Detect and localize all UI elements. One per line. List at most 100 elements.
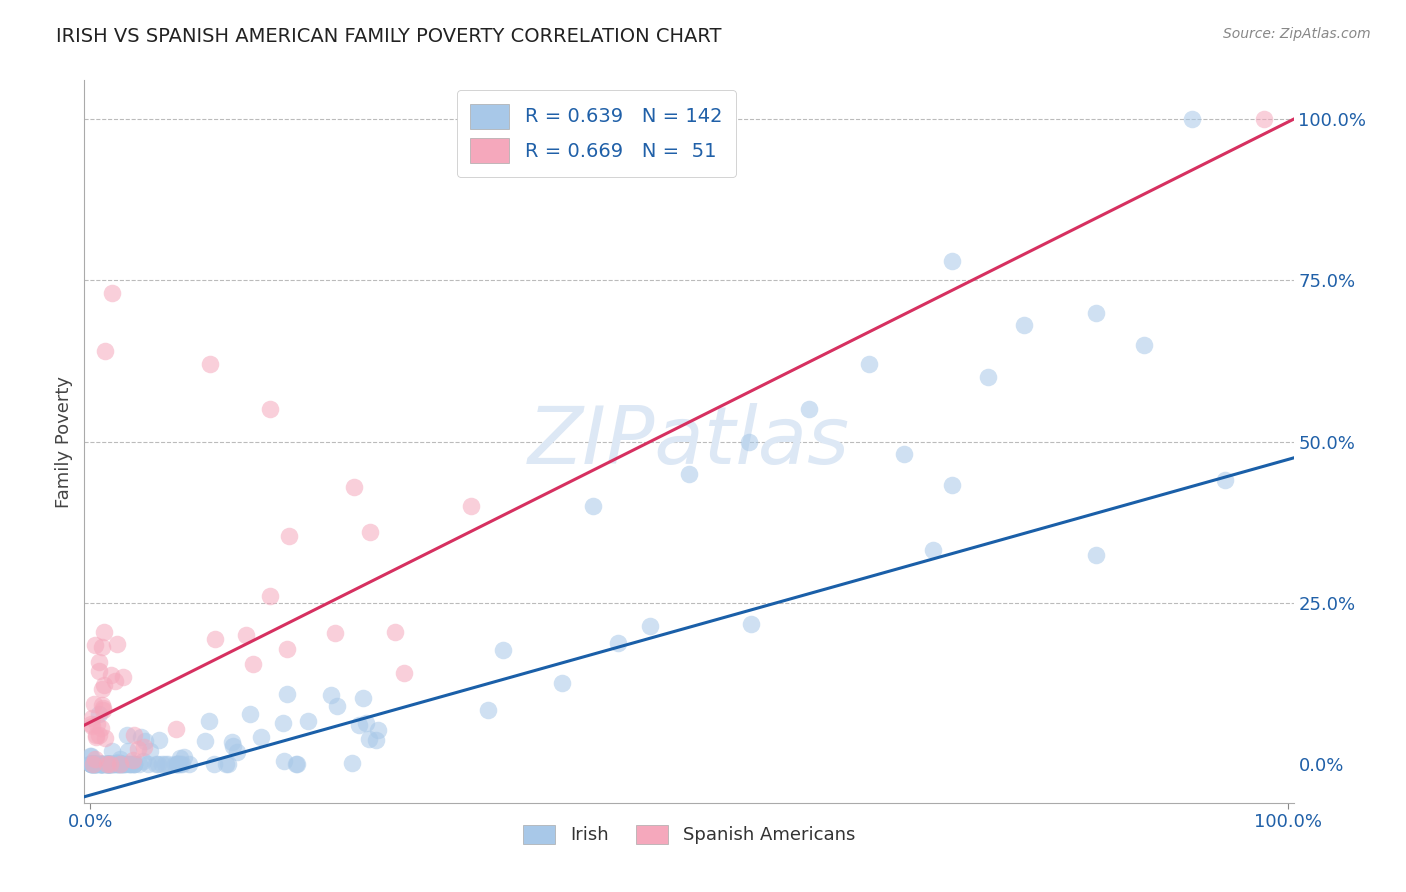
Point	[222, 739, 245, 753]
Point	[111, 670, 134, 684]
Point	[80, 711, 103, 725]
Point	[101, 757, 124, 772]
Point	[155, 757, 177, 772]
Point	[107, 756, 129, 770]
Point	[235, 628, 257, 642]
Point	[79, 748, 101, 763]
Point	[136, 757, 159, 772]
Point	[1213, 473, 1236, 487]
Point	[83, 638, 105, 652]
Point	[96, 757, 118, 772]
Point	[797, 402, 820, 417]
Point	[122, 757, 145, 772]
Point	[148, 733, 170, 747]
Point	[173, 750, 195, 764]
Point	[110, 757, 132, 772]
Point	[128, 757, 150, 772]
Point	[384, 625, 406, 640]
Point	[98, 757, 121, 772]
Point	[134, 733, 156, 747]
Point	[107, 757, 129, 772]
Point	[84, 757, 107, 772]
Point	[103, 757, 125, 772]
Point	[204, 632, 226, 647]
Point	[83, 757, 105, 772]
Point	[122, 753, 145, 767]
Point	[110, 757, 132, 772]
Point	[90, 757, 112, 772]
Point	[120, 757, 142, 772]
Point	[340, 756, 363, 770]
Point	[82, 757, 104, 772]
Point	[259, 402, 281, 417]
Point	[80, 757, 103, 772]
Point	[80, 756, 103, 770]
Point	[80, 757, 103, 772]
Point	[858, 357, 880, 371]
Y-axis label: Family Poverty: Family Poverty	[55, 376, 73, 508]
Point	[98, 757, 121, 772]
Point	[87, 757, 110, 772]
Point	[941, 478, 963, 492]
Point	[89, 757, 111, 772]
Point	[941, 253, 963, 268]
Point	[352, 691, 374, 706]
Point	[893, 447, 915, 461]
Point	[97, 757, 120, 772]
Point	[105, 637, 128, 651]
Point	[122, 757, 145, 772]
Point	[90, 757, 112, 772]
Point	[166, 757, 188, 772]
Point	[977, 370, 1000, 384]
Point	[740, 616, 762, 631]
Point	[84, 728, 107, 742]
Point	[89, 706, 111, 721]
Point	[122, 728, 145, 742]
Point	[359, 524, 381, 539]
Point	[221, 735, 243, 749]
Point	[101, 757, 124, 772]
Point	[198, 357, 221, 371]
Point	[921, 543, 943, 558]
Point	[83, 697, 105, 711]
Point	[678, 467, 700, 481]
Point	[96, 757, 118, 772]
Point	[115, 728, 138, 742]
Point	[104, 674, 127, 689]
Point	[271, 716, 294, 731]
Point	[97, 757, 120, 772]
Point	[134, 740, 156, 755]
Point	[87, 664, 110, 678]
Point	[202, 757, 225, 772]
Legend: Irish, Spanish Americans: Irish, Spanish Americans	[516, 818, 862, 852]
Point	[94, 757, 117, 772]
Point	[84, 751, 107, 765]
Point	[170, 757, 193, 772]
Point	[606, 636, 628, 650]
Point	[492, 643, 515, 657]
Point	[138, 744, 160, 758]
Point	[112, 757, 135, 772]
Point	[98, 757, 121, 772]
Point	[101, 744, 124, 758]
Point	[112, 757, 135, 772]
Point	[1085, 305, 1108, 319]
Point	[364, 732, 387, 747]
Point	[80, 757, 103, 772]
Point	[118, 757, 141, 772]
Point	[97, 757, 120, 772]
Point	[273, 754, 295, 768]
Point	[87, 728, 110, 742]
Point	[284, 757, 307, 772]
Point	[108, 752, 131, 766]
Point	[93, 624, 115, 639]
Point	[477, 703, 499, 717]
Point	[86, 717, 108, 731]
Point	[259, 589, 281, 603]
Point	[146, 757, 169, 772]
Point	[117, 744, 139, 758]
Point	[460, 499, 482, 513]
Point	[90, 757, 112, 772]
Point	[239, 707, 262, 722]
Point	[276, 641, 298, 656]
